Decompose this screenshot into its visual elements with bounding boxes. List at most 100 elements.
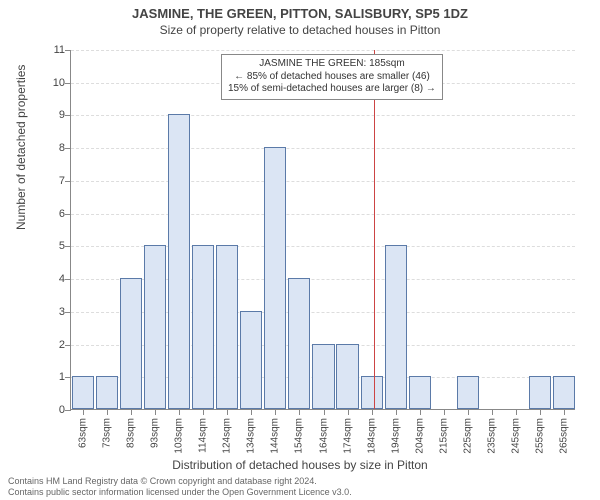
y-tick xyxy=(65,410,71,411)
y-tick-label: 10 xyxy=(43,77,65,89)
x-tick xyxy=(275,409,276,415)
histogram-bar xyxy=(120,278,142,409)
histogram-bar xyxy=(264,147,286,409)
x-tick xyxy=(348,409,349,415)
x-tick-label: 134sqm xyxy=(246,418,257,454)
x-tick-label: 245sqm xyxy=(510,418,521,454)
x-tick xyxy=(324,409,325,415)
gridline xyxy=(71,50,575,51)
histogram-bar xyxy=(288,278,310,409)
y-tick-label: 0 xyxy=(43,404,65,416)
y-tick-label: 3 xyxy=(43,306,65,318)
x-tick-label: 144sqm xyxy=(270,418,281,454)
x-tick xyxy=(468,409,469,415)
y-axis-label: Number of detached properties xyxy=(14,65,28,230)
y-tick-label: 11 xyxy=(43,44,65,56)
y-tick-label: 8 xyxy=(43,142,65,154)
x-tick-label: 204sqm xyxy=(414,418,425,454)
histogram-bar xyxy=(385,245,407,409)
histogram-bar xyxy=(457,376,479,409)
x-tick xyxy=(444,409,445,415)
y-tick xyxy=(65,115,71,116)
y-tick xyxy=(65,214,71,215)
gridline xyxy=(71,148,575,149)
x-tick-label: 73sqm xyxy=(102,418,113,448)
x-tick-label: 164sqm xyxy=(318,418,329,454)
histogram-bar xyxy=(312,344,334,409)
x-tick xyxy=(564,409,565,415)
histogram-bar xyxy=(529,376,551,409)
x-tick-label: 63sqm xyxy=(78,418,89,448)
x-tick xyxy=(155,409,156,415)
x-tick-label: 154sqm xyxy=(294,418,305,454)
y-tick xyxy=(65,83,71,84)
x-tick-label: 255sqm xyxy=(534,418,545,454)
x-tick xyxy=(299,409,300,415)
chart-subtitle: Size of property relative to detached ho… xyxy=(0,21,600,37)
gridline xyxy=(71,181,575,182)
x-tick xyxy=(83,409,84,415)
y-tick-label: 6 xyxy=(43,208,65,220)
annotation-line1: JASMINE THE GREEN: 185sqm xyxy=(228,58,436,71)
gridline xyxy=(71,214,575,215)
x-tick xyxy=(251,409,252,415)
y-tick-label: 9 xyxy=(43,109,65,121)
x-tick xyxy=(492,409,493,415)
x-tick-label: 114sqm xyxy=(198,418,209,453)
histogram-bar xyxy=(409,376,431,409)
y-tick-label: 1 xyxy=(43,371,65,383)
y-tick xyxy=(65,246,71,247)
x-tick xyxy=(227,409,228,415)
histogram-bar xyxy=(240,311,262,409)
y-tick-label: 2 xyxy=(43,339,65,351)
y-tick xyxy=(65,377,71,378)
x-tick-label: 235sqm xyxy=(486,418,497,454)
histogram-bar xyxy=(144,245,166,409)
x-tick xyxy=(372,409,373,415)
y-tick xyxy=(65,312,71,313)
chart-title: JASMINE, THE GREEN, PITTON, SALISBURY, S… xyxy=(0,0,600,21)
y-tick xyxy=(65,148,71,149)
x-tick-label: 215sqm xyxy=(438,418,449,454)
x-tick xyxy=(516,409,517,415)
annotation-box: JASMINE THE GREEN: 185sqm ← 85% of detac… xyxy=(221,54,443,100)
y-tick-label: 5 xyxy=(43,240,65,252)
y-tick-label: 7 xyxy=(43,175,65,187)
x-tick xyxy=(131,409,132,415)
x-axis-label: Distribution of detached houses by size … xyxy=(0,458,600,472)
histogram-bar xyxy=(168,114,190,409)
x-tick-label: 225sqm xyxy=(462,418,473,454)
histogram-bar xyxy=(216,245,238,409)
y-tick xyxy=(65,279,71,280)
y-tick xyxy=(65,181,71,182)
x-tick xyxy=(107,409,108,415)
x-tick xyxy=(203,409,204,415)
y-tick xyxy=(65,345,71,346)
histogram-bar xyxy=(192,245,214,409)
x-tick-label: 93sqm xyxy=(150,418,161,448)
histogram-bar xyxy=(361,376,383,409)
x-tick xyxy=(540,409,541,415)
gridline xyxy=(71,115,575,116)
annotation-line2: ← 85% of detached houses are smaller (46… xyxy=(228,71,436,84)
x-tick-label: 103sqm xyxy=(174,418,185,454)
x-tick-label: 194sqm xyxy=(390,418,401,454)
x-tick xyxy=(396,409,397,415)
chart-container: JASMINE, THE GREEN, PITTON, SALISBURY, S… xyxy=(0,0,600,500)
histogram-bar xyxy=(72,376,94,409)
x-tick-label: 83sqm xyxy=(126,418,137,448)
footer: Contains HM Land Registry data © Crown c… xyxy=(8,476,352,498)
footer-line1: Contains HM Land Registry data © Crown c… xyxy=(8,476,352,487)
y-tick xyxy=(65,50,71,51)
histogram-bar xyxy=(96,376,118,409)
reference-line xyxy=(374,50,375,409)
x-tick xyxy=(179,409,180,415)
x-tick xyxy=(420,409,421,415)
annotation-line3: 15% of semi-detached houses are larger (… xyxy=(228,83,436,96)
x-tick-label: 184sqm xyxy=(366,418,377,454)
x-tick-label: 265sqm xyxy=(558,418,569,454)
histogram-bar xyxy=(553,376,575,409)
x-tick-label: 124sqm xyxy=(222,418,233,454)
footer-line2: Contains public sector information licen… xyxy=(8,487,352,498)
y-tick-label: 4 xyxy=(43,273,65,285)
